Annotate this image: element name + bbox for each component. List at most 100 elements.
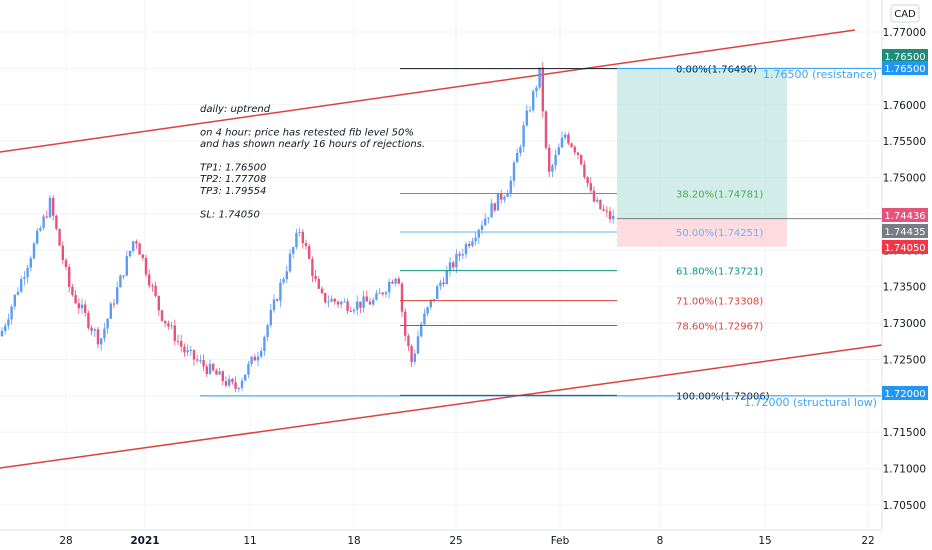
note-line: TP2: 1.77708 bbox=[200, 174, 266, 185]
candle-body bbox=[61, 245, 64, 261]
candle-body bbox=[554, 154, 557, 166]
x-tick-label: 11 bbox=[243, 535, 256, 547]
x-tick-label: 18 bbox=[347, 535, 360, 547]
fib-retracement: 0.00%(1.76496) 38.20%(1.74781) 50.00%(1.74… bbox=[400, 65, 770, 402]
currency-label: CAD bbox=[894, 9, 916, 20]
candle-body bbox=[461, 254, 464, 256]
fib-label: 0.00%(1.76496) bbox=[676, 65, 757, 76]
price-badge-label: 1.74050 bbox=[884, 243, 925, 254]
candles bbox=[0, 62, 615, 393]
candle-body bbox=[144, 257, 148, 275]
candle-body bbox=[55, 215, 58, 229]
candle-body bbox=[413, 353, 416, 362]
time-axis[interactable]: 28 2021 11 18 25 Feb 8 15 22 bbox=[0, 529, 882, 547]
candle-body bbox=[349, 310, 352, 312]
candle-body bbox=[71, 286, 74, 296]
candle-body bbox=[573, 146, 576, 153]
candle-body bbox=[416, 336, 420, 354]
candle-body bbox=[32, 243, 36, 259]
candle-body bbox=[100, 338, 103, 345]
candle-body bbox=[420, 324, 423, 337]
candle-body bbox=[432, 298, 436, 300]
price-badge-label: 1.76500 bbox=[884, 52, 925, 63]
candle-body bbox=[458, 253, 461, 256]
candle-body bbox=[560, 137, 564, 148]
candle-body bbox=[320, 288, 324, 294]
candle-body bbox=[503, 196, 506, 200]
candle-body bbox=[394, 278, 397, 284]
candle-body bbox=[292, 247, 295, 254]
candle-body bbox=[199, 360, 202, 362]
candle-body bbox=[522, 125, 525, 147]
candle-body bbox=[538, 67, 541, 88]
candle-body bbox=[381, 292, 384, 295]
resistance-label: 1.76500 (resistance) bbox=[763, 68, 877, 81]
candle-body bbox=[308, 246, 311, 259]
candle-body bbox=[256, 356, 260, 361]
candle-body bbox=[218, 371, 221, 375]
channel-upper-line bbox=[0, 29, 856, 153]
price-badge bbox=[882, 240, 928, 254]
candle-body bbox=[368, 301, 372, 305]
candle-body bbox=[352, 309, 356, 312]
candle-body bbox=[445, 270, 448, 285]
price-badge bbox=[882, 386, 928, 400]
candle-body bbox=[551, 165, 554, 172]
y-tick-label: 1.77000 bbox=[883, 27, 926, 39]
candle-body bbox=[375, 293, 378, 300]
candle-body bbox=[135, 241, 138, 244]
candle-body bbox=[314, 276, 317, 280]
candle-body bbox=[96, 329, 100, 345]
candle-body bbox=[372, 299, 375, 305]
candle-body bbox=[272, 299, 276, 311]
candle-body bbox=[343, 301, 346, 303]
candle-body bbox=[490, 203, 493, 218]
candle-body bbox=[391, 281, 394, 284]
candle-body bbox=[23, 277, 26, 280]
candle-body bbox=[362, 296, 365, 308]
candle-body bbox=[167, 323, 170, 327]
candle-body bbox=[263, 336, 266, 352]
candle-body bbox=[586, 177, 589, 184]
candle-body bbox=[532, 91, 535, 111]
candle-body bbox=[407, 335, 410, 347]
candle-body bbox=[176, 340, 180, 342]
candle-body bbox=[452, 262, 455, 268]
candle-body bbox=[493, 203, 496, 211]
candle-body bbox=[480, 225, 484, 230]
note-line: on 4 hour: price has retested fib level … bbox=[200, 127, 414, 138]
candle-body bbox=[154, 285, 157, 296]
candle-body bbox=[487, 217, 490, 219]
candle-body bbox=[589, 183, 592, 191]
price-badge-label: 1.74435 bbox=[884, 227, 925, 238]
currency-button[interactable]: CAD bbox=[890, 4, 920, 23]
candle-body bbox=[231, 379, 234, 383]
candle-body bbox=[68, 266, 71, 287]
channel-lower-line bbox=[0, 344, 883, 469]
candle-body bbox=[602, 208, 605, 211]
candle-body bbox=[570, 143, 573, 147]
candle-body bbox=[410, 346, 413, 362]
y-tick-label: 1.76000 bbox=[883, 100, 926, 112]
trade-note: daily: uptrend on 4 hour: price has retes… bbox=[200, 104, 425, 220]
y-tick-label: 1.75000 bbox=[883, 173, 926, 185]
price-badge bbox=[882, 224, 928, 238]
candle-body bbox=[276, 299, 279, 301]
fib-label: 71.00%(1.73308) bbox=[676, 297, 763, 308]
candle-body bbox=[605, 210, 608, 212]
position-zones bbox=[617, 68, 882, 247]
candle-body bbox=[436, 286, 439, 299]
candle-body bbox=[557, 147, 560, 155]
candle-body bbox=[592, 190, 596, 202]
stop-zone bbox=[617, 218, 787, 247]
candle-body bbox=[378, 292, 381, 294]
candle-body bbox=[580, 154, 583, 165]
price-axis[interactable]: 1.770001.765001.760001.755001.750001.745… bbox=[881, 0, 926, 530]
candle-body bbox=[333, 298, 336, 302]
candle-body bbox=[400, 283, 404, 312]
candle-body bbox=[237, 387, 240, 389]
candle-body bbox=[528, 110, 532, 112]
trend-channel bbox=[0, 29, 883, 469]
candle-body bbox=[496, 193, 500, 211]
